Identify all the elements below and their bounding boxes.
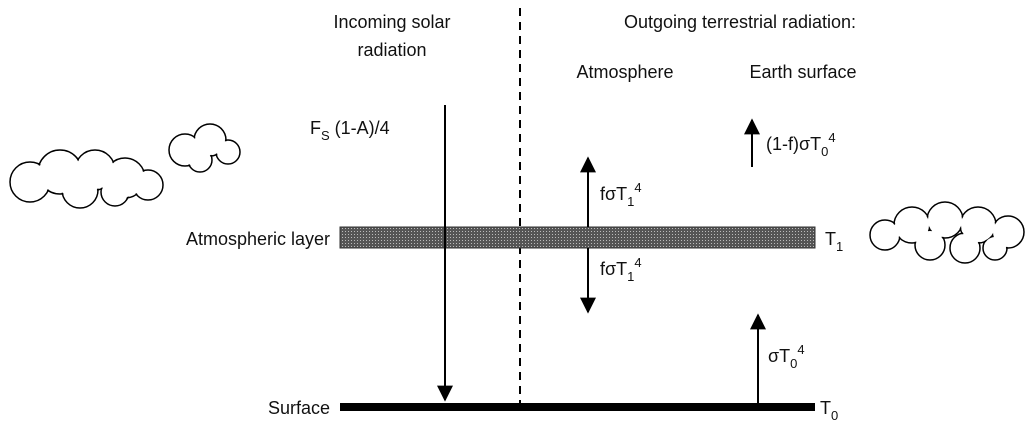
superscript: 4 <box>797 342 804 357</box>
column-header: Earth surface <box>749 62 856 82</box>
header: Outgoing terrestrial radiation: <box>624 12 856 32</box>
layer-label: Atmospheric layer <box>186 229 330 249</box>
subscript: 1 <box>836 239 843 254</box>
flux-label: fσT14 <box>600 180 642 209</box>
subscript: S <box>321 128 330 143</box>
cloud-right <box>870 202 1024 263</box>
superscript: 4 <box>634 180 641 195</box>
flux-label: FS (1-A)/4 <box>310 118 390 143</box>
text-part: T <box>820 398 831 418</box>
text-part: (1-A)/4 <box>330 118 390 138</box>
text-part: (1-f)σT <box>766 134 821 154</box>
text-part: T <box>825 229 836 249</box>
cloud-left <box>10 124 240 208</box>
header: Incoming solar <box>333 12 450 32</box>
surface <box>340 403 815 411</box>
text-part: σT <box>768 346 790 366</box>
subscript: 0 <box>790 356 797 371</box>
flux-label: (1-f)σT04 <box>766 130 836 159</box>
flux-label: σT04 <box>768 342 805 371</box>
text-part: fσT <box>600 259 627 279</box>
text-part: F <box>310 118 321 138</box>
temperature-label: T0 <box>820 398 838 423</box>
subscript: 0 <box>821 144 828 159</box>
subscript: 1 <box>627 269 634 284</box>
flux-label: fσT14 <box>600 255 642 284</box>
diagram: Incoming solar radiation Outgoing terres… <box>0 0 1035 424</box>
text-part: fσT <box>600 184 627 204</box>
column-header: Atmosphere <box>576 62 673 82</box>
subscript: 0 <box>831 408 838 423</box>
surface-label: Surface <box>268 398 330 418</box>
atmospheric-layer <box>340 227 815 248</box>
superscript: 4 <box>634 255 641 270</box>
superscript: 4 <box>828 130 835 145</box>
header: radiation <box>357 40 426 60</box>
subscript: 1 <box>627 194 634 209</box>
temperature-label: T1 <box>825 229 843 254</box>
